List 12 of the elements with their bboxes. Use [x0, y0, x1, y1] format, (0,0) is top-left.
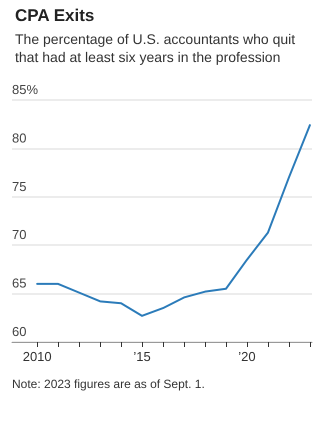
y-tick-label: 65 — [12, 276, 26, 291]
x-tick-label: ’15 — [133, 349, 151, 364]
y-tick-label: 60 — [12, 324, 26, 339]
chart-subtitle: The percentage of U.S. accountants who quit that had at least six years in the profession — [15, 31, 300, 65]
x-tick-label: 2010 — [22, 349, 52, 364]
y-tick-label: 85% — [12, 82, 38, 97]
y-tick-label: 75 — [12, 178, 26, 194]
text: Note: 2023 figures are as of Sept. 1. — [12, 377, 205, 391]
x-tick-label: ’20 — [238, 349, 256, 364]
y-tick-label: 70 — [12, 227, 26, 242]
chart-title: CPA Exits — [15, 6, 94, 25]
y-tick-label: 80 — [12, 130, 26, 146]
